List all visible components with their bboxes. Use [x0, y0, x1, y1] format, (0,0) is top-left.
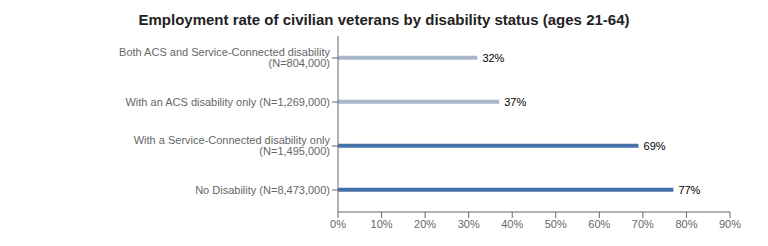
svg-text:70%: 70% — [632, 218, 654, 230]
svg-text:30%: 30% — [458, 218, 480, 230]
svg-text:69%: 69% — [644, 140, 666, 152]
svg-text:90%: 90% — [719, 218, 741, 230]
svg-text:32%: 32% — [482, 52, 504, 64]
svg-text:No Disability (N=8,473,000): No Disability (N=8,473,000) — [195, 184, 330, 196]
html-text:Employment rate of civilian ve: Employment rate of civilian veterans by … — [138, 11, 630, 28]
svg-text:0%: 0% — [330, 218, 346, 230]
svg-text:80%: 80% — [675, 218, 697, 230]
svg-text:Both ACS and Service-Connected: Both ACS and Service-Connected disabilit… — [119, 46, 330, 69]
svg-text:10%: 10% — [371, 218, 393, 230]
svg-text:37%: 37% — [504, 96, 526, 108]
svg-text:With a Service-Connected disab: With a Service-Connected disability only… — [134, 134, 331, 157]
svg-text:60%: 60% — [588, 218, 610, 230]
svg-text:77%: 77% — [678, 184, 700, 196]
svg-text:50%: 50% — [545, 218, 567, 230]
svg-text:With an ACS disability only (N: With an ACS disability only (N=1,269,000… — [125, 96, 330, 108]
svg-text:40%: 40% — [501, 218, 523, 230]
svg-text:20%: 20% — [414, 218, 436, 230]
